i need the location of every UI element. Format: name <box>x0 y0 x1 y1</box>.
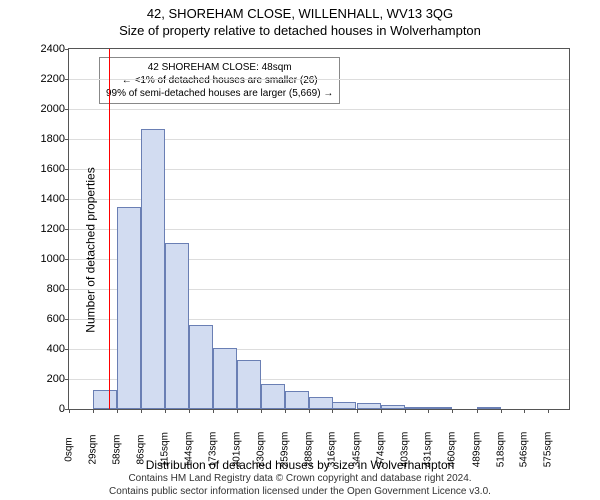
x-axis-label: Distribution of detached houses by size … <box>0 458 600 472</box>
histogram-bar <box>237 360 261 410</box>
x-tick-mark <box>357 409 358 413</box>
x-tick-mark <box>69 409 70 413</box>
y-tick-label: 2200 <box>21 73 65 85</box>
x-tick-mark <box>93 409 94 413</box>
histogram-bar <box>189 325 213 409</box>
histogram-bar <box>213 348 237 410</box>
x-tick-mark <box>117 409 118 413</box>
histogram-bar <box>332 402 356 410</box>
plot-area: 42 SHOREHAM CLOSE: 48sqm ← <1% of detach… <box>68 48 570 410</box>
y-tick-mark <box>65 199 69 200</box>
y-tick-label: 1200 <box>21 223 65 235</box>
gridline <box>69 109 569 110</box>
x-tick-mark <box>332 409 333 413</box>
x-tick-mark <box>141 409 142 413</box>
y-tick-mark <box>65 109 69 110</box>
histogram-bar <box>285 391 309 409</box>
x-tick-mark <box>285 409 286 413</box>
histogram-bar <box>93 390 117 410</box>
histogram-bar <box>261 384 285 410</box>
x-tick-mark <box>477 409 478 413</box>
x-tick-mark <box>165 409 166 413</box>
histogram-bar <box>309 397 333 409</box>
y-tick-label: 800 <box>21 283 65 295</box>
y-tick-label: 600 <box>21 313 65 325</box>
annotation-line2: ← <1% of detached houses are smaller (26… <box>106 74 333 87</box>
chart-title: 42, SHOREHAM CLOSE, WILLENHALL, WV13 3QG <box>0 0 600 21</box>
y-tick-mark <box>65 259 69 260</box>
histogram-bar <box>141 129 165 410</box>
y-tick-label: 1000 <box>21 253 65 265</box>
y-tick-label: 0 <box>21 403 65 415</box>
y-tick-label: 200 <box>21 373 65 385</box>
x-tick-mark <box>452 409 453 413</box>
attribution: Contains HM Land Registry data © Crown c… <box>0 471 600 500</box>
x-tick-mark <box>261 409 262 413</box>
x-tick-mark <box>189 409 190 413</box>
x-tick-mark <box>501 409 502 413</box>
y-tick-mark <box>65 79 69 80</box>
histogram-bar <box>165 243 189 410</box>
annotation-line1: 42 SHOREHAM CLOSE: 48sqm <box>106 61 333 74</box>
y-tick-label: 2400 <box>21 43 65 55</box>
x-tick-mark <box>524 409 525 413</box>
attribution-line1: Contains HM Land Registry data © Crown c… <box>4 473 596 486</box>
annotation-line3: 99% of semi-detached houses are larger (… <box>106 87 333 100</box>
annotation-box: 42 SHOREHAM CLOSE: 48sqm ← <1% of detach… <box>99 57 340 104</box>
y-tick-mark <box>65 349 69 350</box>
y-tick-label: 1600 <box>21 163 65 175</box>
y-tick-mark <box>65 229 69 230</box>
attribution-line2: Contains public sector information licen… <box>4 486 596 499</box>
y-tick-mark <box>65 319 69 320</box>
histogram-bar <box>477 407 501 409</box>
histogram-bar <box>357 403 381 409</box>
y-tick-mark <box>65 139 69 140</box>
histogram-bar <box>428 407 452 409</box>
chart-subtitle: Size of property relative to detached ho… <box>0 21 600 38</box>
y-tick-mark <box>65 169 69 170</box>
histogram-bar <box>405 407 429 409</box>
marker-line <box>109 49 110 409</box>
x-tick-mark <box>381 409 382 413</box>
x-tick-mark <box>405 409 406 413</box>
y-tick-mark <box>65 289 69 290</box>
y-tick-label: 1800 <box>21 133 65 145</box>
x-tick-mark <box>309 409 310 413</box>
x-tick-mark <box>548 409 549 413</box>
x-tick-mark <box>428 409 429 413</box>
y-tick-mark <box>65 49 69 50</box>
x-tick-mark <box>213 409 214 413</box>
y-tick-label: 2000 <box>21 103 65 115</box>
y-tick-mark <box>65 379 69 380</box>
chart-container: 42, SHOREHAM CLOSE, WILLENHALL, WV13 3QG… <box>0 0 600 500</box>
y-axis-label: Number of detached properties <box>84 167 98 332</box>
histogram-bar <box>381 405 405 410</box>
x-tick-mark <box>237 409 238 413</box>
y-tick-label: 400 <box>21 343 65 355</box>
y-tick-label: 1400 <box>21 193 65 205</box>
histogram-bar <box>117 207 141 410</box>
gridline <box>69 79 569 80</box>
